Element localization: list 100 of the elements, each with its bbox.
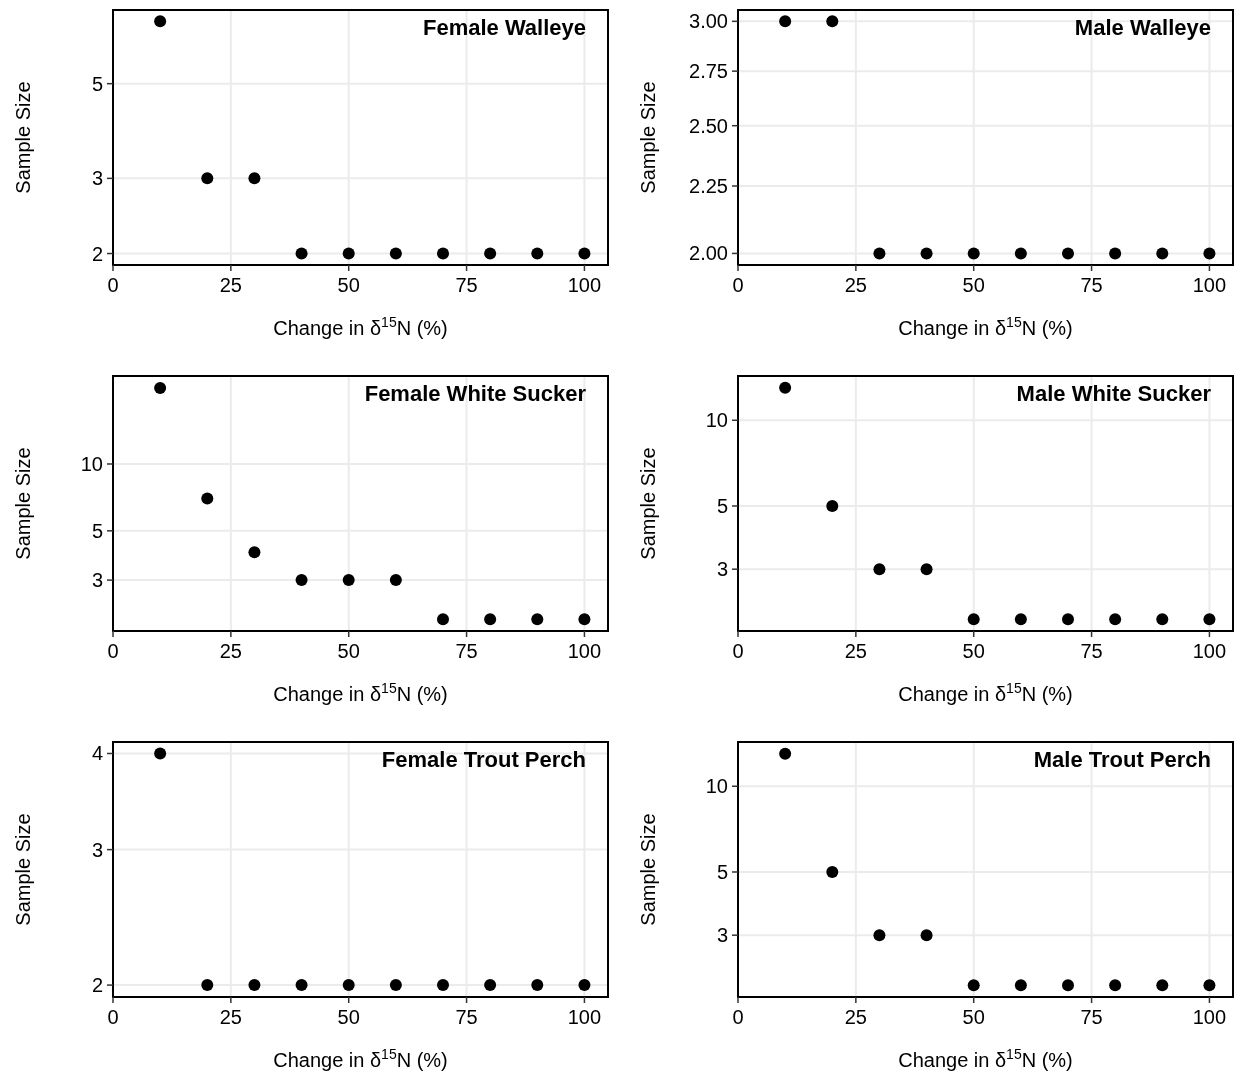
x-axis-title: Change in δ$^{15}$N (%) (273, 314, 448, 339)
point (1203, 613, 1216, 626)
y-tick-label: 10 (80, 452, 103, 475)
x-tick-label: 100 (1192, 640, 1227, 662)
x-tick-label: 50 (337, 640, 360, 662)
x-axis-title: Change in δ$^{15}$N (%) (273, 1046, 448, 1071)
y-axis-title: Sample Size (637, 81, 659, 194)
x-tick-label: 25 (219, 1006, 242, 1028)
point (920, 929, 933, 942)
point (873, 563, 886, 576)
y-tick-label: 2.75 (689, 60, 728, 83)
point (967, 613, 980, 626)
x-tick-label: 50 (962, 640, 985, 662)
chart-title: Male Trout Perch (1033, 747, 1211, 772)
x-tick-label: 75 (1080, 1006, 1103, 1028)
x-tick-label: 25 (844, 1006, 867, 1028)
point (779, 381, 792, 394)
x-axis-title: Change in δ$^{15}$N (%) (898, 1046, 1073, 1071)
x-axis-title: Change in δ$^{15}$N (%) (273, 680, 448, 705)
x-tick-label: 75 (455, 640, 478, 662)
chart-title: Male White Sucker (1016, 381, 1212, 406)
point (201, 492, 214, 505)
point (484, 247, 497, 260)
y-tick-label: 10 (705, 409, 728, 432)
point (1156, 979, 1169, 992)
point (531, 613, 544, 626)
y-tick-label: 5 (716, 860, 728, 883)
point (578, 247, 591, 260)
x-tick-label: 75 (455, 274, 478, 296)
y-tick-label: 2.50 (689, 114, 728, 137)
chart-title: Female Trout Perch (381, 747, 586, 772)
y-axis-title: Sample Size (637, 813, 659, 926)
point (1014, 613, 1027, 626)
point (967, 979, 980, 992)
y-tick-label: 5 (91, 519, 103, 542)
x-tick-label: 0 (732, 1006, 744, 1028)
x-tick-label: 100 (1192, 274, 1227, 296)
chart-title: Male Walleye (1074, 15, 1211, 40)
point (578, 613, 591, 626)
x-tick-label: 50 (337, 274, 360, 296)
y-tick-label: 5 (91, 72, 103, 95)
x-tick-label: 25 (844, 274, 867, 296)
point (873, 929, 886, 942)
y-axis-title: Sample Size (12, 447, 34, 560)
y-tick-label: 3.00 (689, 10, 728, 33)
point (484, 613, 497, 626)
point (295, 247, 308, 260)
x-tick-label: 100 (567, 1006, 602, 1028)
x-tick-label: 75 (1080, 640, 1103, 662)
point (826, 499, 839, 512)
y-tick-label: 4 (91, 742, 103, 765)
x-tick-label: 100 (567, 274, 602, 296)
x-tick-label: 50 (962, 274, 985, 296)
chart-title: Female White Sucker (364, 381, 587, 406)
y-tick-label: 2 (91, 974, 103, 997)
x-tick-label: 25 (844, 640, 867, 662)
y-tick-label: 3 (91, 838, 103, 861)
point (389, 247, 402, 260)
point (437, 613, 449, 626)
x-tick-label: 0 (107, 274, 119, 296)
y-tick-label: 10 (705, 775, 728, 798)
x-tick-label: 0 (107, 640, 119, 662)
y-tick-label: 5 (716, 494, 728, 517)
x-tick-label: 0 (107, 1006, 119, 1028)
point (154, 381, 167, 394)
x-tick-label: 75 (1080, 274, 1103, 296)
x-axis-title: Change in δ$^{15}$N (%) (898, 314, 1073, 339)
point (1014, 979, 1027, 992)
y-tick-label: 3 (716, 924, 728, 947)
chart-title: Female Walleye (422, 15, 586, 40)
x-tick-label: 50 (962, 1006, 985, 1028)
y-tick-label: 2.00 (689, 242, 728, 265)
point (1109, 613, 1122, 626)
y-axis-title: Sample Size (12, 81, 34, 194)
x-tick-label: 50 (337, 1006, 360, 1028)
point (1062, 979, 1074, 992)
y-tick-label: 3 (716, 558, 728, 581)
point (1203, 979, 1216, 992)
y-tick-label: 2 (91, 242, 103, 265)
point (1109, 979, 1122, 992)
x-tick-label: 100 (1192, 1006, 1227, 1028)
x-tick-label: 75 (455, 1006, 478, 1028)
x-tick-label: 100 (567, 640, 602, 662)
y-tick-label: 3 (91, 167, 103, 190)
point (1156, 613, 1169, 626)
point (295, 574, 308, 587)
x-tick-label: 0 (732, 274, 744, 296)
x-axis-title: Change in δ$^{15}$N (%) (898, 680, 1073, 705)
x-tick-label: 0 (732, 640, 744, 662)
y-tick-label: 2.25 (689, 175, 728, 198)
point (1062, 613, 1074, 626)
point (920, 563, 933, 576)
point (342, 574, 355, 587)
y-axis-title: Sample Size (12, 813, 34, 926)
point (342, 247, 355, 260)
point (826, 865, 839, 878)
point (779, 747, 792, 760)
y-tick-label: 3 (91, 569, 103, 592)
x-tick-label: 25 (219, 274, 242, 296)
point (154, 15, 167, 28)
